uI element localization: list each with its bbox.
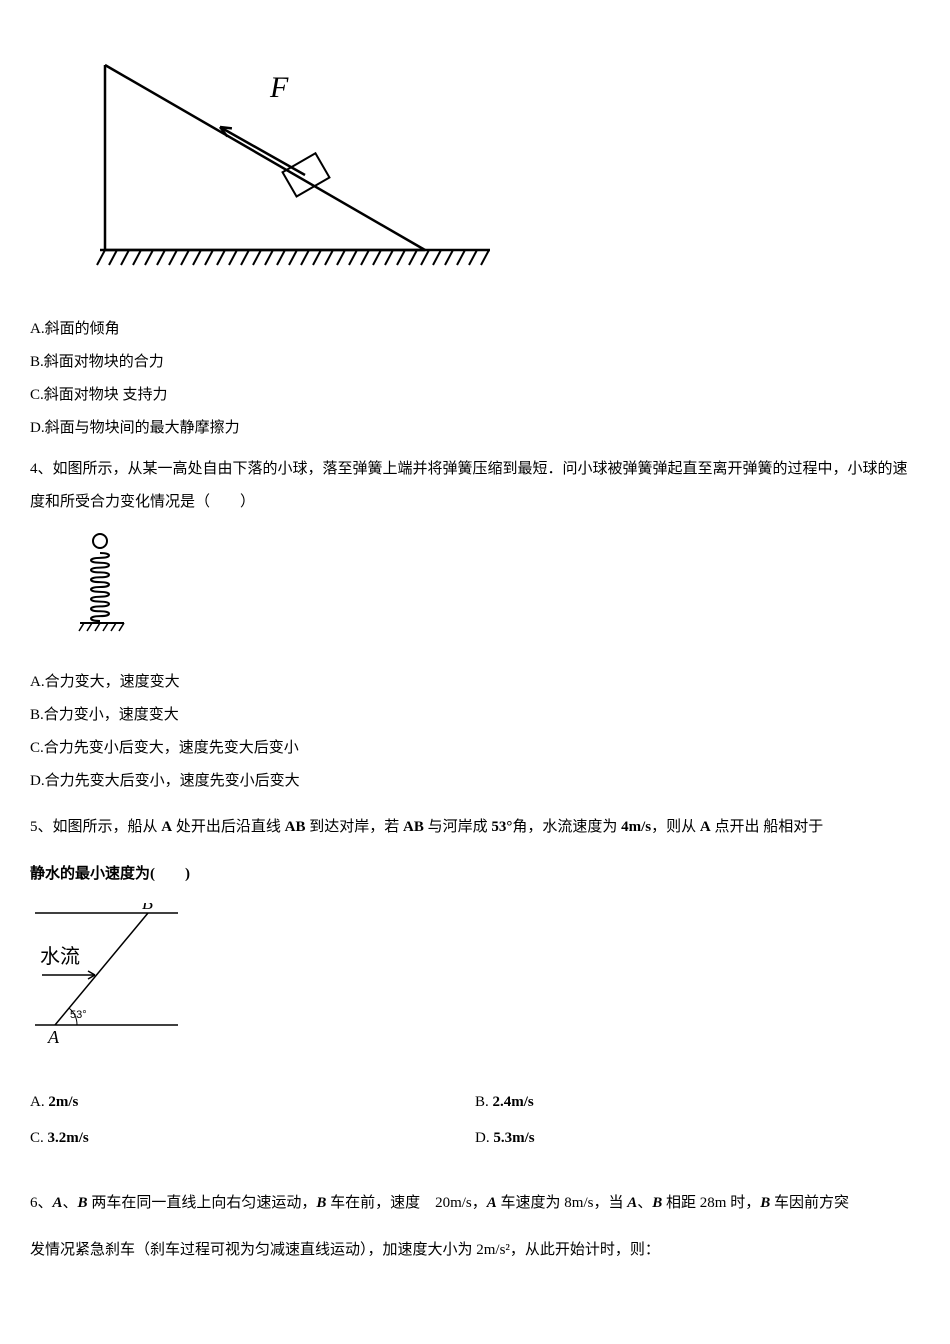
q5-mid2: 到达对岸，若 — [305, 819, 403, 835]
svg-text:53°: 53° — [70, 1009, 87, 1021]
q6-mid2: 车在前，速度 20m/s， — [326, 1195, 486, 1211]
q6-mid1: 两车在同一直线上向右匀速运动， — [88, 1195, 317, 1211]
svg-text:A: A — [47, 1027, 60, 1047]
q5-ab2: AB — [403, 819, 424, 835]
q5-angle: 53° — [491, 819, 512, 835]
q6-line2: 发情况紧急刹车（刹车过程可视为匀减速直线运动），加速度大小为 2m/s²，从此开… — [30, 1229, 920, 1271]
q5-options-row1: A. 2m/s B. 2.4m/s — [30, 1084, 920, 1120]
q5-opt-d-val: 5.3m/s — [493, 1130, 534, 1146]
q5-a: A — [161, 819, 172, 835]
q3-options: A.斜面的倾角 B.斜面对物块的合力 C.斜面对物块 支持力 D.斜面与物块间的… — [30, 313, 920, 445]
figure-spring — [78, 531, 920, 654]
q6-text: 6、A、B 两车在同一直线上向右匀速运动，B 车在前，速度 20m/s，A 车速… — [30, 1182, 920, 1271]
q4-options: A.合力变大，速度变大 B.合力变小，速度变大 C.合力先变小后变大，速度先变大… — [30, 666, 920, 798]
q5-mid3: 与河岸成 — [424, 819, 492, 835]
q6-b4: B — [760, 1195, 770, 1211]
svg-text:水流: 水流 — [40, 945, 80, 968]
spring-svg — [78, 531, 138, 641]
q4-option-a: A.合力变大，速度变大 — [30, 666, 920, 699]
q5-line2: 静水的最小速度为( ) — [30, 853, 920, 895]
boat-svg: B A 水流 53° — [30, 903, 180, 1058]
q4-option-b: B.合力变小，速度变大 — [30, 699, 920, 732]
q5-opt-c-val: 3.2m/s — [48, 1130, 89, 1146]
q6-b3: B — [652, 1195, 662, 1211]
q5-speed: 4m/s — [621, 819, 651, 835]
svg-text:F: F — [269, 71, 289, 104]
figure-inclined-plane: F — [75, 55, 920, 293]
q6-dot: 、 — [63, 1195, 78, 1211]
q5-pre: 5、如图所示，船从 — [30, 819, 161, 835]
q6-mid5: 车因前方突 — [770, 1195, 849, 1211]
q5-option-b: B. 2.4m/s — [475, 1084, 920, 1120]
q6-b: B — [78, 1195, 88, 1211]
q4-option-c: C.合力先变小后变大，速度先变大后变小 — [30, 732, 920, 765]
q5-opt-a-val: 2m/s — [48, 1094, 78, 1110]
q5-option-a: A. 2m/s — [30, 1084, 475, 1120]
q5-mid6: 点开出 船相对于 — [711, 819, 824, 835]
q6-dot2: 、 — [637, 1195, 652, 1211]
q3-option-d: D.斜面与物块间的最大静摩擦力 — [30, 412, 920, 445]
q6-a: A — [53, 1195, 63, 1211]
q5-text: 5、如图所示，船从 A 处开出后沿直线 AB 到达对岸，若 AB 与河岸成 53… — [30, 806, 920, 895]
q5-mid4: 角，水流速度为 — [512, 819, 621, 835]
q5-ab: AB — [285, 819, 306, 835]
q3-option-a: A.斜面的倾角 — [30, 313, 920, 346]
incline-svg: F — [75, 55, 505, 280]
q4-text: 4、如图所示，从某一高处自由下落的小球，落至弹簧上端并将弹簧压缩到最短．问小球被… — [30, 453, 920, 519]
q5-mid5: ，则从 — [651, 819, 700, 835]
svg-text:B: B — [142, 903, 153, 913]
q6-a2: A — [487, 1195, 497, 1211]
q5-option-d: D. 5.3m/s — [475, 1120, 920, 1156]
q5-option-c: C. 3.2m/s — [30, 1120, 475, 1156]
q5-opt-b-val: 2.4m/s — [493, 1094, 534, 1110]
figure-boat: B A 水流 53° — [30, 903, 920, 1071]
q5-mid1: 处开出后沿直线 — [172, 819, 285, 835]
q6-pre: 6、 — [30, 1195, 53, 1211]
q6-mid3: 车速度为 8m/s，当 — [497, 1195, 627, 1211]
q3-option-c: C.斜面对物块 支持力 — [30, 379, 920, 412]
q6-mid4: 相距 28m 时， — [662, 1195, 760, 1211]
q6-b2: B — [316, 1195, 326, 1211]
q6-a3: A — [627, 1195, 637, 1211]
q3-option-b: B.斜面对物块的合力 — [30, 346, 920, 379]
q5-a2: A — [700, 819, 711, 835]
q5-options-row2: C. 3.2m/s D. 5.3m/s — [30, 1120, 920, 1156]
q4-option-d: D.合力先变大后变小，速度先变小后变大 — [30, 765, 920, 798]
